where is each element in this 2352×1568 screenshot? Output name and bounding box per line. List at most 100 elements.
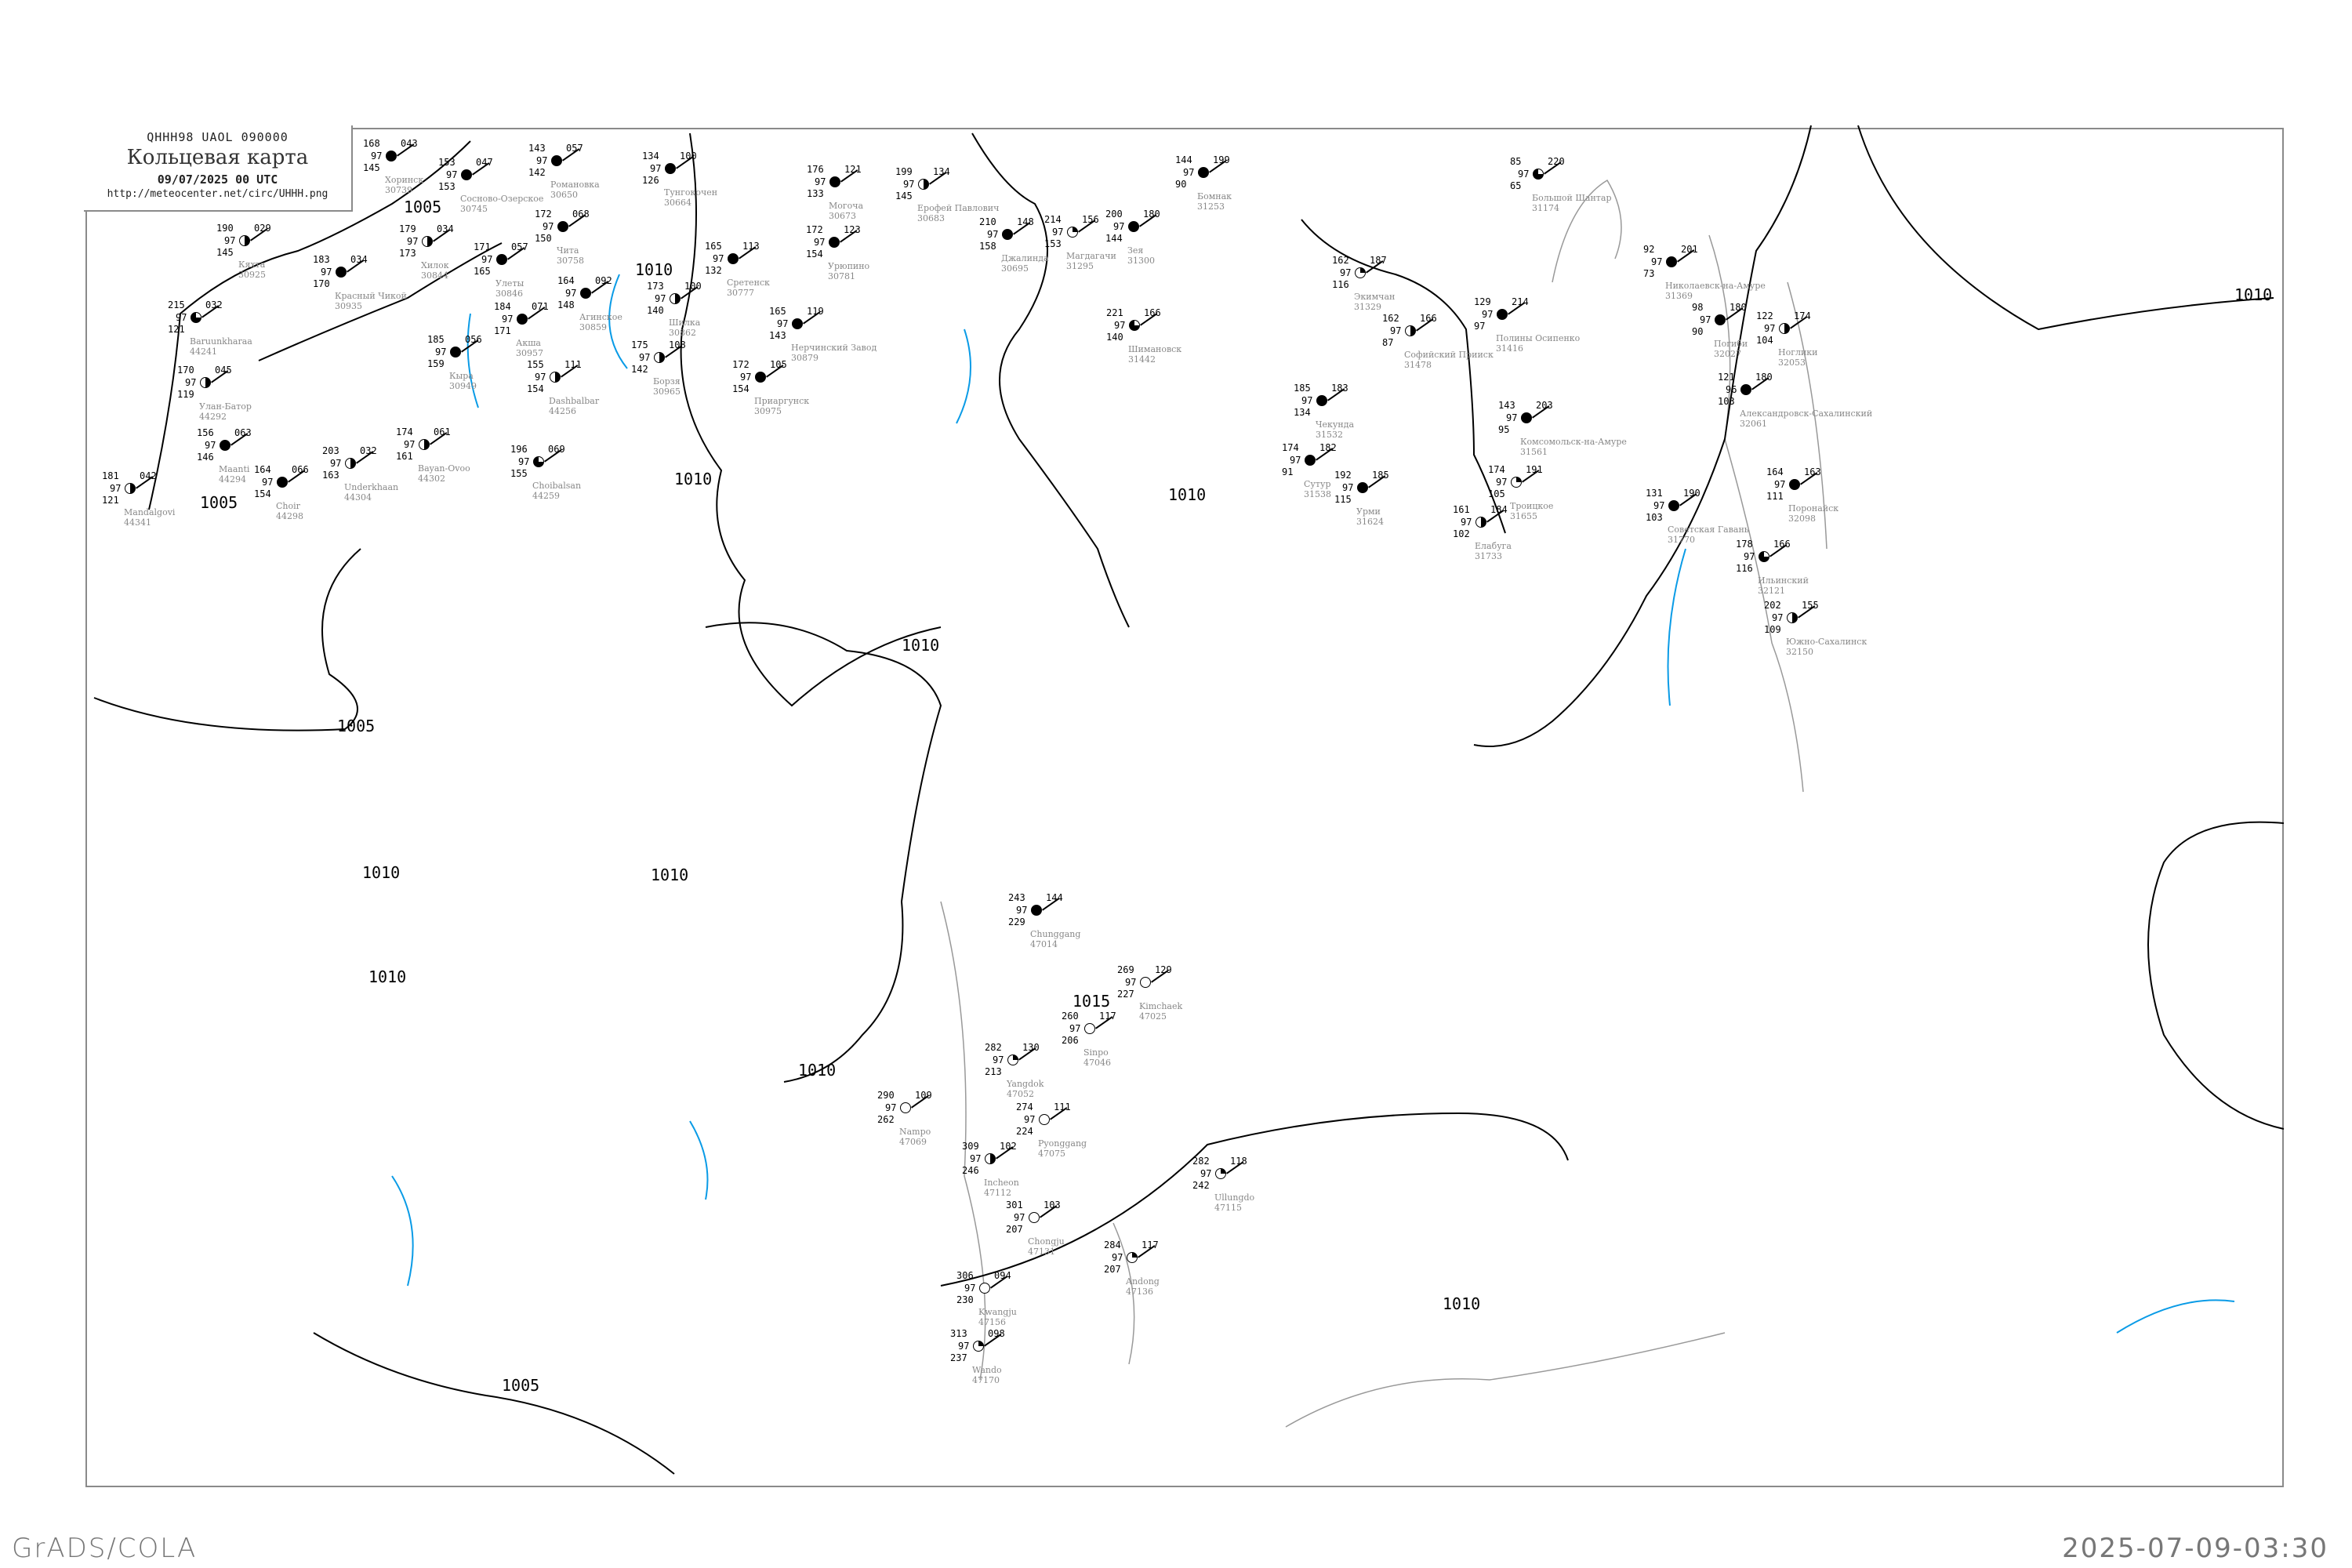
isobar-label: 1010 <box>368 967 407 986</box>
station-visibility: 97 <box>650 163 662 174</box>
station-dewpoint: 153 <box>1044 238 1062 249</box>
station-name: Урюпино <box>828 261 870 271</box>
station-name: Ерофей Павлович <box>917 203 1000 213</box>
station-id: 47046 <box>1083 1058 1111 1068</box>
station-visibility: 97 <box>1290 455 1301 466</box>
station-dewpoint: 73 <box>1643 268 1655 279</box>
cloud-cover-icon <box>654 352 665 363</box>
station-visibility: 97 <box>176 312 187 323</box>
station-visibility: 97 <box>481 254 493 265</box>
station-visibility: 97 <box>502 314 514 325</box>
station-id: 30683 <box>917 213 945 223</box>
station-visibility: 97 <box>205 440 216 451</box>
cloud-cover-icon <box>900 1102 911 1113</box>
isobar-label: 1005 <box>200 493 238 512</box>
station-dewpoint: 91 <box>1282 466 1294 477</box>
station-pressure: 201 <box>1681 244 1698 255</box>
station-temperature: 165 <box>705 241 722 252</box>
station-pressure: 129 <box>1155 964 1172 975</box>
station-name: Хилок <box>421 260 449 270</box>
station-dewpoint: 163 <box>322 470 339 481</box>
station-pressure: 118 <box>1230 1156 1247 1167</box>
station-id: 31174 <box>1532 203 1559 213</box>
station-dewpoint: 146 <box>197 452 214 463</box>
isobar-label: 1005 <box>502 1376 540 1395</box>
station-id: 44294 <box>219 474 246 485</box>
cloud-cover-icon <box>450 347 461 358</box>
station-dewpoint: 143 <box>769 330 786 341</box>
cloud-cover-icon <box>1007 1054 1018 1065</box>
station-temperature: 282 <box>985 1042 1002 1053</box>
station-pressure: 130 <box>1022 1042 1040 1053</box>
station-temperature: 221 <box>1106 307 1123 318</box>
station-id: 47075 <box>1038 1149 1065 1159</box>
station-pressure: 163 <box>1804 466 1821 477</box>
station-name: Kwangju <box>978 1307 1017 1317</box>
cloud-cover-icon <box>1759 551 1769 562</box>
station-id: 32061 <box>1740 419 1767 429</box>
station-name: Сосново-Озерское <box>460 194 544 204</box>
cloud-cover-icon <box>829 237 840 248</box>
station-id: 31442 <box>1128 354 1156 365</box>
station-temperature: 143 <box>1498 400 1515 411</box>
cloud-cover-icon <box>1666 256 1677 267</box>
station-dewpoint: 103 <box>1718 396 1735 407</box>
station-temperature: 144 <box>1175 154 1192 165</box>
station-name: Pyonggang <box>1038 1138 1087 1149</box>
station-name: Dashbalbar <box>549 396 600 406</box>
cloud-cover-icon <box>1140 977 1151 988</box>
station-pressure: 029 <box>254 223 271 234</box>
station-temperature: 92 <box>1643 244 1655 255</box>
station-pressure: 057 <box>511 241 528 252</box>
station-dewpoint: 207 <box>1006 1224 1023 1235</box>
station-name: Комсомольск-на-Амуре <box>1520 437 1627 447</box>
station-visibility: 97 <box>536 155 548 166</box>
station-dewpoint: 95 <box>1498 424 1510 435</box>
station-temperature: 306 <box>956 1270 974 1281</box>
station-id: 30758 <box>557 256 584 266</box>
station-temperature: 162 <box>1332 255 1349 266</box>
cloud-cover-icon <box>345 458 356 469</box>
station-id: 31655 <box>1510 511 1537 521</box>
station-name: Улеты <box>495 278 524 289</box>
station-name: Погиби <box>1714 339 1748 349</box>
station-pressure: 121 <box>844 164 862 175</box>
station-pressure: 066 <box>292 464 309 475</box>
isobar-label: 1010 <box>635 260 673 279</box>
station-visibility: 97 <box>543 221 554 232</box>
station-visibility: 97 <box>1744 551 1755 562</box>
station-name: Чита <box>557 245 579 256</box>
station-visibility: 97 <box>903 179 915 190</box>
station-name: Зея <box>1127 245 1144 256</box>
station-pressure: 123 <box>844 224 861 235</box>
station-name: Incheon <box>984 1178 1019 1188</box>
station-temperature: 202 <box>1764 600 1781 611</box>
station-temperature: 162 <box>1382 313 1399 324</box>
station-visibility: 97 <box>371 151 383 162</box>
station-pressure: 061 <box>434 426 451 437</box>
cloud-cover-icon <box>336 267 347 278</box>
cloud-cover-icon <box>220 440 230 451</box>
station-visibility: 97 <box>1069 1023 1081 1034</box>
station-id: 47112 <box>984 1188 1011 1198</box>
station-name: Поронайск <box>1788 503 1839 514</box>
station-pressure: 068 <box>572 209 590 220</box>
cloud-cover-icon <box>419 439 430 450</box>
station-pressure: 182 <box>1319 442 1337 453</box>
station-dewpoint: 224 <box>1016 1126 1033 1137</box>
station-temperature: 85 <box>1510 156 1522 167</box>
station-visibility: 97 <box>815 176 826 187</box>
station-temperature: 181 <box>102 470 119 481</box>
station-name: Yangdok <box>1007 1079 1044 1089</box>
station-name: Кяхта <box>238 260 266 270</box>
station-visibility: 97 <box>1183 167 1195 178</box>
station-id: 30739 <box>385 185 412 195</box>
station-temperature: 184 <box>494 301 511 312</box>
station-dewpoint: 262 <box>877 1114 895 1125</box>
station-name: Шилка <box>669 318 701 328</box>
cloud-cover-icon <box>1002 229 1013 240</box>
station-temperature: 172 <box>535 209 552 220</box>
station-id: 31532 <box>1316 430 1343 440</box>
station-pressure: 109 <box>915 1090 932 1101</box>
station-visibility: 97 <box>1653 500 1665 511</box>
